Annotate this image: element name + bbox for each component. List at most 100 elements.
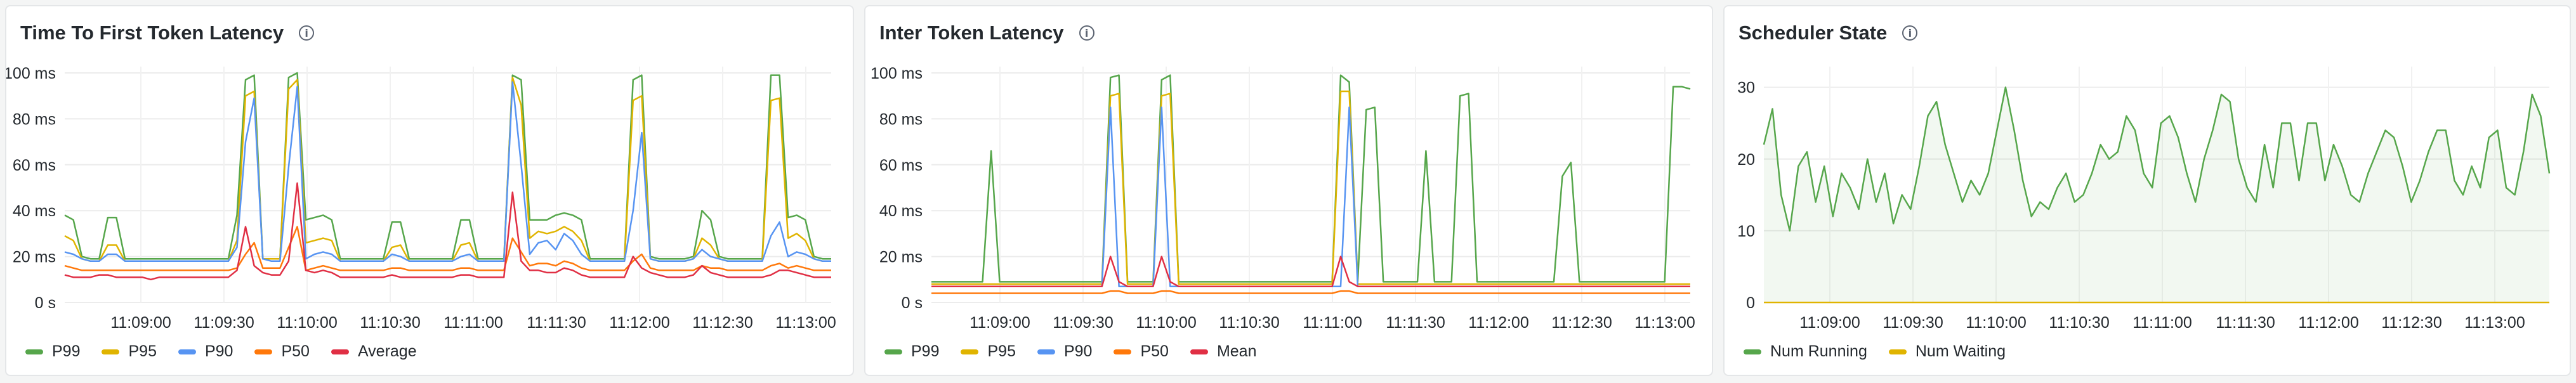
series-line-p95[interactable] [64, 76, 831, 263]
legend-label: P95 [987, 342, 1016, 360]
chart-legend: Num Running Num Waiting [1744, 342, 2027, 361]
x-tick-label: 11:09:00 [969, 314, 1030, 332]
y-tick-label: 10 [1737, 223, 1755, 240]
legend-item-p95[interactable]: P95 [102, 342, 157, 361]
legend-label: P99 [911, 342, 940, 360]
x-tick-label: 11:11:00 [444, 314, 503, 332]
legend-item-mean[interactable]: Mean [1190, 342, 1256, 361]
legend-item-p50[interactable]: P50 [1114, 342, 1169, 361]
legend-swatch [1744, 349, 1761, 354]
series-line-average[interactable] [64, 182, 831, 281]
legend-swatch [1888, 349, 1907, 354]
x-tick-label: 11:11:30 [527, 314, 586, 332]
series-line-mean[interactable] [931, 256, 1690, 287]
legend-label: P50 [1140, 342, 1169, 360]
y-axis: 0 s 20 ms 40 ms 60 ms 80 ms 100 ms [871, 65, 923, 312]
legend-swatch [961, 349, 979, 354]
legend-swatch [884, 349, 902, 354]
panel-title: Inter Token Latency [879, 22, 1064, 44]
y-tick-label: 100 ms [871, 65, 923, 82]
panel-scheduler: Scheduler State i 0 10 20 30 11:09:00 11:09:3… [1723, 5, 2571, 376]
legend-label: P90 [1063, 342, 1093, 360]
info-circle-icon[interactable]: i [1902, 25, 1918, 41]
x-tick-label: 11:10:30 [2049, 314, 2109, 332]
x-tick-label: 11:12:30 [1551, 314, 1612, 332]
legend-item-p90[interactable]: P90 [178, 342, 233, 361]
y-tick-label: 20 ms [879, 249, 923, 266]
panel-header: Inter Token Latency i [879, 20, 1094, 46]
x-tick-label: 11:11:00 [2132, 314, 2192, 332]
y-tick-label: 0 [1746, 294, 1755, 312]
x-tick-label: 11:12:30 [2381, 314, 2441, 332]
series-line-p99[interactable] [931, 74, 1691, 283]
panel-itl: Inter Token Latency i 0 s 20 ms 40 ms 60 ms… [864, 5, 1713, 376]
x-tick-label: 11:13:00 [1634, 314, 1695, 332]
legend-item-num-waiting[interactable]: Num Waiting [1888, 342, 2006, 361]
x-tick-label: 11:10:30 [360, 314, 420, 332]
legend-label: Average [357, 342, 417, 360]
y-tick-label: 60 ms [13, 157, 56, 174]
panel-ttft: Time To First Token Latency i 0 s 20 ms 40… [5, 5, 854, 376]
legend-item-p50[interactable]: P50 [254, 342, 310, 361]
x-axis: 11:09:00 11:09:30 11:10:00 11:10:30 11:11:00… [1799, 314, 2525, 332]
x-axis: 11:09:00 11:09:30 11:10:00 11:10:30 11:11:00… [110, 314, 836, 332]
series-line-p90[interactable] [64, 81, 831, 263]
x-tick-label: 11:11:00 [1303, 314, 1362, 332]
x-tick-label: 11:13:00 [2464, 314, 2525, 332]
y-tick-label: 80 ms [13, 110, 56, 128]
series-line-p99[interactable] [64, 72, 831, 260]
legend-item-p99[interactable]: P99 [25, 342, 80, 361]
legend-label: Num Waiting [1915, 342, 2006, 360]
legend-label: P90 [204, 342, 233, 360]
y-tick-label: 0 s [902, 294, 923, 312]
series-line-p95[interactable] [931, 90, 1690, 285]
info-circle-icon[interactable]: i [1079, 25, 1094, 41]
y-tick-label: 30 [1737, 79, 1755, 97]
legend-swatch [25, 349, 43, 354]
series-group [64, 72, 831, 281]
legend-swatch [331, 349, 349, 354]
y-axis: 0 10 20 30 [1737, 79, 1755, 312]
x-tick-label: 11:10:00 [1966, 314, 2026, 332]
x-tick-label: 11:12:00 [1468, 314, 1528, 332]
grid [931, 67, 1690, 303]
legend-swatch [1190, 349, 1208, 354]
y-tick-label: 20 [1737, 151, 1755, 169]
series-line-p50[interactable] [931, 290, 1690, 294]
chart-legend: P99 P95 P90 P50 Mean [884, 342, 1278, 361]
legend-item-p90[interactable]: P90 [1037, 342, 1092, 361]
panel-title: Scheduler State [1738, 22, 1888, 44]
legend-item-num-running[interactable]: Num Running [1744, 342, 1867, 361]
x-tick-label: 11:10:00 [1136, 314, 1196, 332]
series-line-p50[interactable] [64, 226, 831, 271]
x-tick-label: 11:13:00 [775, 314, 836, 332]
legend-item-average[interactable]: Average [331, 342, 417, 361]
x-tick-label: 11:09:00 [1799, 314, 1860, 332]
y-tick-label: 40 ms [13, 202, 56, 220]
x-tick-label: 11:12:30 [692, 314, 752, 332]
y-axis: 0 s 20 ms 40 ms 60 ms 80 ms 100 ms [6, 65, 56, 312]
legend-item-p99[interactable]: P99 [884, 342, 939, 361]
legend-item-p95[interactable]: P95 [961, 342, 1016, 361]
legend-swatch [178, 349, 196, 354]
x-tick-label: 11:10:30 [1219, 314, 1279, 332]
legend-label: Num Running [1770, 342, 1867, 360]
legend-label: P95 [128, 342, 157, 360]
info-circle-icon[interactable]: i [299, 25, 315, 41]
legend-swatch [254, 349, 273, 354]
legend-swatch [1114, 349, 1132, 354]
x-tick-label: 11:12:00 [2298, 314, 2358, 332]
legend-swatch [1037, 349, 1055, 354]
series-group [1763, 86, 2551, 304]
panel-title: Time To First Token Latency [20, 22, 284, 44]
y-tick-label: 60 ms [879, 157, 923, 174]
x-tick-label: 11:09:30 [1053, 314, 1113, 332]
series-group [931, 74, 1691, 294]
series-line-num-running[interactable] [1763, 86, 2551, 232]
series-area-num-running [1764, 87, 2549, 302]
x-axis: 11:09:00 11:09:30 11:10:00 11:10:30 11:11:00… [969, 314, 1695, 332]
series-line-p90[interactable] [931, 107, 1690, 287]
x-tick-label: 11:09:30 [194, 314, 254, 332]
